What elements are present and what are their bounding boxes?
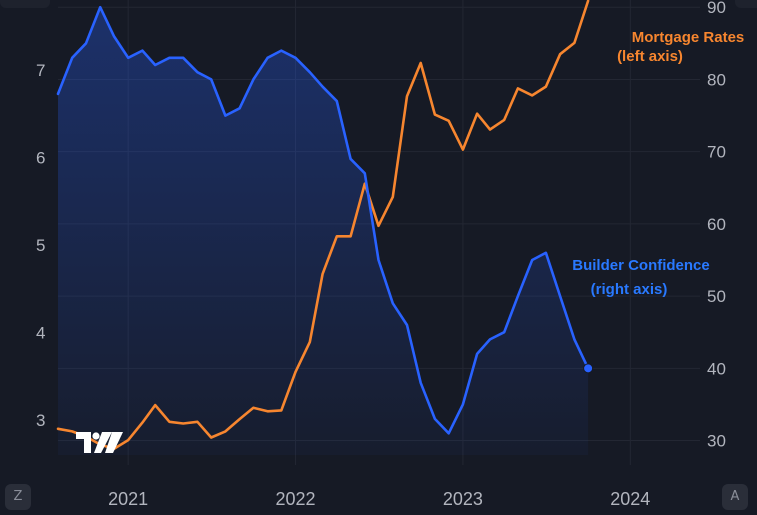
top-right-button-fragment[interactable] — [735, 0, 757, 8]
area-layer — [58, 7, 589, 455]
builder-confidence-annotation-line2: (right axis) — [591, 281, 668, 298]
left-axis-tick-label: 6 — [36, 149, 45, 168]
right-axis-tick-label: 90 — [707, 0, 726, 17]
right-axis-tick-label: 30 — [707, 432, 726, 451]
left-axis-tick-label: 5 — [36, 236, 45, 255]
builder-confidence-annotation-line1: Builder Confidence — [572, 257, 710, 274]
auto-scale-toggle-button[interactable]: A — [722, 484, 748, 510]
right-axis-tick-label: 80 — [707, 70, 726, 89]
left-axis: 3 4 5 6 7 — [36, 61, 45, 430]
left-axis-tick-label: 3 — [36, 411, 45, 430]
right-axis-tick-label: 60 — [707, 215, 726, 234]
right-axis-tick-label: 40 — [707, 359, 726, 378]
builder-confidence-area — [58, 7, 589, 455]
x-axis-tick-label: 2024 — [610, 489, 650, 509]
mortgage-rates-line — [56, 0, 590, 451]
top-left-button-fragment[interactable] — [0, 0, 50, 8]
log-scale-toggle-button[interactable]: Z — [5, 484, 31, 510]
builder-confidence-line — [56, 5, 590, 435]
mortgage-rates-annotation-line2: (left axis) — [617, 48, 683, 65]
right-axis-tick-label: 50 — [707, 287, 726, 306]
x-axis-tick-label: 2022 — [276, 489, 316, 509]
right-axis-tick-label: 70 — [707, 143, 726, 162]
line-layer — [56, 0, 594, 451]
tradingview-logo-icon[interactable] — [76, 432, 123, 453]
right-axis: 30 40 50 60 70 80 90 — [707, 0, 726, 451]
x-axis: 2021 2022 2023 2024 — [108, 489, 650, 509]
x-axis-tick-label: 2023 — [443, 489, 483, 509]
builder-confidence-last-point — [583, 363, 594, 374]
mortgage-rates-annotation-line1: Mortgage Rates — [632, 29, 745, 46]
left-axis-tick-label: 4 — [36, 324, 45, 343]
x-axis-tick-label: 2021 — [108, 489, 148, 509]
left-axis-tick-label: 7 — [36, 61, 45, 80]
